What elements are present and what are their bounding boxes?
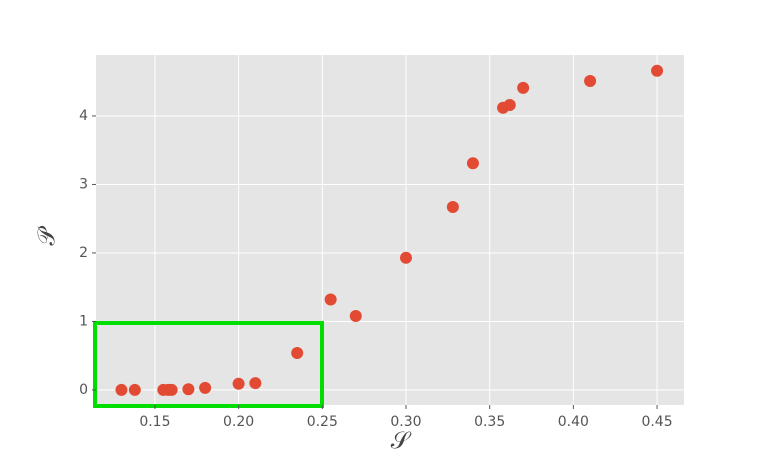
point xyxy=(503,99,516,111)
x-tick-label: 0.30 xyxy=(390,414,421,430)
point xyxy=(249,377,262,390)
x-tick-label: 0.25 xyxy=(307,414,338,430)
x-tick-label: 0.45 xyxy=(641,414,672,430)
point xyxy=(232,377,245,390)
marks xyxy=(115,64,664,396)
grid xyxy=(96,55,684,405)
point xyxy=(446,201,459,214)
y-tick-label: 1 xyxy=(79,313,88,329)
y-tick-label: 4 xyxy=(79,108,88,124)
point xyxy=(399,251,412,264)
x-axis-label: 𝒮 xyxy=(391,427,412,455)
highlight-box xyxy=(93,321,324,408)
x-tick-label: 0.20 xyxy=(223,414,254,430)
point xyxy=(651,64,664,77)
point xyxy=(584,75,597,88)
y-tick-label: 3 xyxy=(79,176,88,192)
point xyxy=(128,383,141,396)
y-axis-label: 𝒫 xyxy=(33,226,61,246)
x-tick-label: 0.40 xyxy=(558,414,589,430)
point xyxy=(466,157,479,170)
point xyxy=(199,381,212,394)
y-tick-label: 0 xyxy=(79,382,88,398)
x-tick-label: 0.15 xyxy=(139,414,170,430)
point xyxy=(165,383,178,396)
point xyxy=(115,383,128,396)
plot-background xyxy=(96,55,684,405)
point xyxy=(324,293,337,306)
point xyxy=(291,346,304,359)
y-tick-label: 2 xyxy=(79,245,88,261)
point xyxy=(182,383,195,396)
point xyxy=(517,81,530,94)
x-tick-label: 0.35 xyxy=(474,414,505,430)
point xyxy=(349,309,362,322)
